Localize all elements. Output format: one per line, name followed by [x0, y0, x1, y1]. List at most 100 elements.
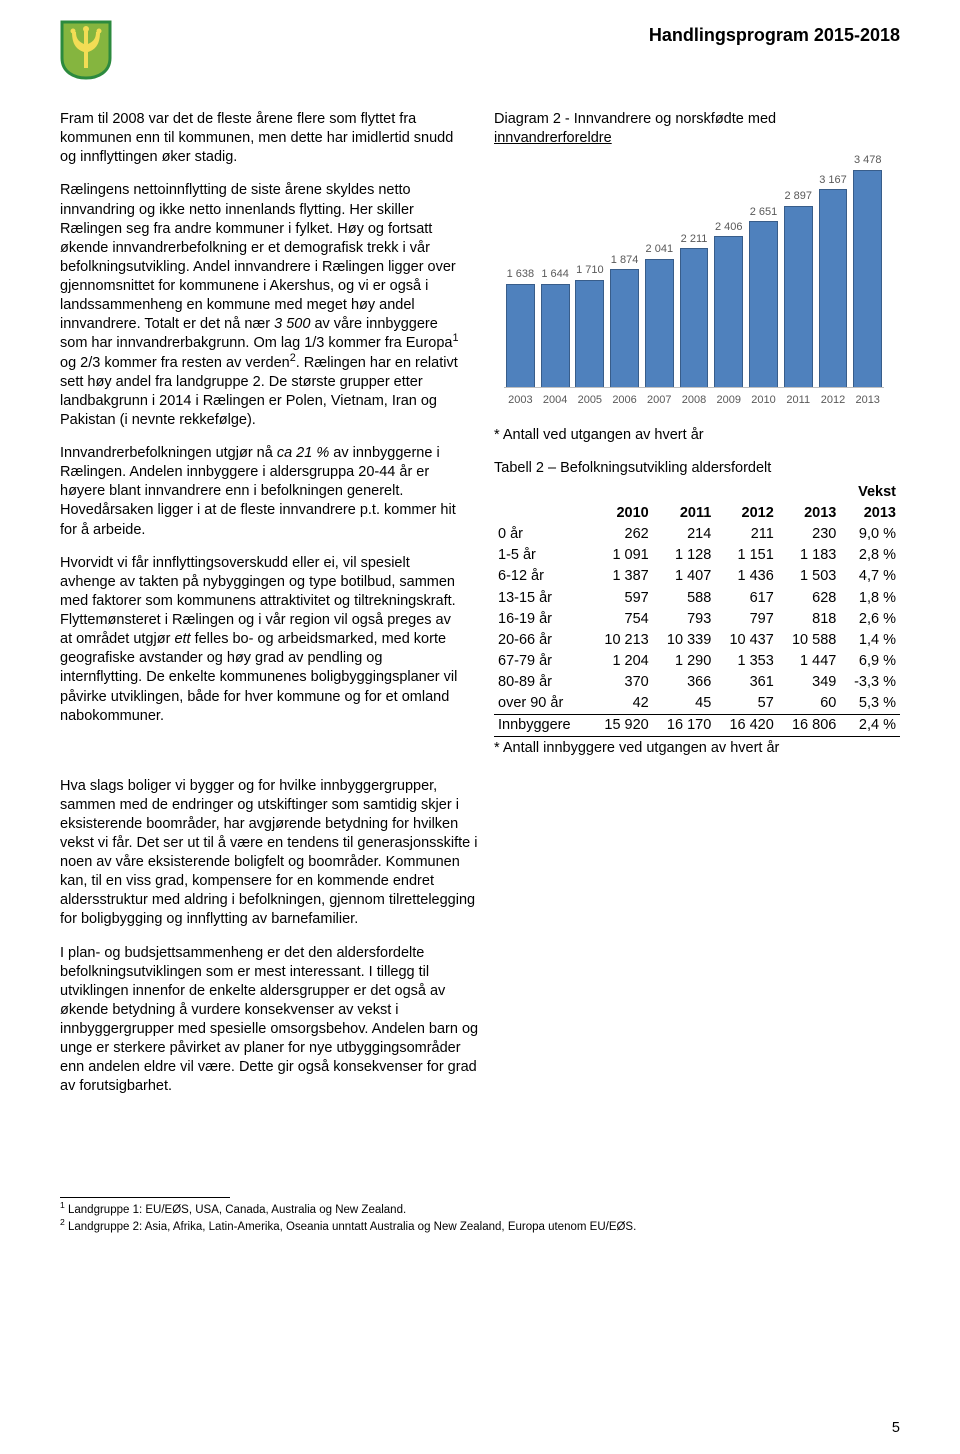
table-cell: 2,6 %	[840, 609, 900, 630]
table-cell: 10 437	[715, 630, 778, 651]
table2-column-header	[494, 503, 590, 524]
page-number: 5	[892, 1420, 900, 1436]
table2-footnote: * Antall innbyggere ved utgangen av hver…	[494, 739, 900, 758]
table-row: 1-5 år1 0911 1281 1511 1832,8 %	[494, 545, 900, 566]
table-cell: 16 170	[653, 715, 716, 737]
table-row: 13-15 år5975886176281,8 %	[494, 588, 900, 609]
table-row: 16-19 år7547937978182,6 %	[494, 609, 900, 630]
bar-value-label: 2 651	[750, 205, 778, 220]
left-column: Fram til 2008 var det de fleste årene fl…	[60, 110, 466, 740]
body-paragraph: Fram til 2008 var det de fleste årene fl…	[60, 110, 466, 167]
bar-category-label: 2004	[543, 393, 567, 408]
table-cell: 45	[653, 693, 716, 715]
body-paragraph: Hva slags boliger vi bygger og for hvilk…	[60, 777, 480, 930]
table2-title: Tabell 2 – Befolkningsutvikling aldersfo…	[494, 459, 900, 478]
lower-column: Hva slags boliger vi bygger og for hvilk…	[60, 777, 480, 1097]
table-cell: 67-79 år	[494, 651, 590, 672]
bar	[541, 284, 570, 388]
chart-footnote: * Antall ved utgangen av hvert år	[494, 426, 900, 445]
bar	[819, 189, 848, 388]
bar-chart: 1 63820031 64420041 71020051 87420062 04…	[494, 152, 894, 412]
table-cell: 16 806	[778, 715, 841, 737]
table-cell: 617	[715, 588, 778, 609]
table2-column-header: 2012	[715, 503, 778, 524]
bar-wrap: 1 7102005	[573, 152, 606, 388]
bar-wrap: 1 6382003	[504, 152, 537, 388]
table-cell: 230	[778, 524, 841, 545]
table-cell: 1 128	[653, 545, 716, 566]
table-row: 0 år2622142112309,0 %	[494, 524, 900, 545]
bar	[506, 284, 535, 388]
bar-category-label: 2007	[647, 393, 671, 408]
table-cell: 9,0 %	[840, 524, 900, 545]
table-cell: 1 503	[778, 566, 841, 587]
table-cell: 818	[778, 609, 841, 630]
two-column-layout: Fram til 2008 var det de fleste årene fl…	[60, 110, 900, 759]
bar-category-label: 2013	[855, 393, 879, 408]
table-cell: 0 år	[494, 524, 590, 545]
chart-title: Diagram 2 - Innvandrere og norskfødte me…	[494, 110, 900, 148]
bar-category-label: 2003	[508, 393, 532, 408]
bar-value-label: 2 041	[646, 242, 674, 257]
table-cell: 366	[653, 672, 716, 693]
footnote-1: 1 Landgruppe 1: EU/EØS, USA, Canada, Aus…	[60, 1203, 900, 1219]
body-paragraph: Rælingens nettoinnflytting de siste åren…	[60, 181, 466, 430]
bar	[784, 206, 813, 388]
table-cell: 361	[715, 672, 778, 693]
table-cell: 1-5 år	[494, 545, 590, 566]
table-cell: 5,3 %	[840, 693, 900, 715]
table-cell: 793	[653, 609, 716, 630]
table-cell: 214	[653, 524, 716, 545]
table-cell: 1,8 %	[840, 588, 900, 609]
bar	[714, 236, 743, 387]
table2-growth-header: Vekst	[840, 482, 900, 503]
table2: Vekst 20102011201220132013 0 år262214211…	[494, 482, 900, 738]
table-cell: 211	[715, 524, 778, 545]
table-cell: 4,7 %	[840, 566, 900, 587]
footnote-2: 2 Landgruppe 2: Asia, Afrika, Latin-Amer…	[60, 1220, 900, 1236]
bar-value-label: 2 406	[715, 220, 743, 235]
table-cell: 57	[715, 693, 778, 715]
table-row: 80-89 år370366361349-3,3 %	[494, 672, 900, 693]
table-cell: 262	[590, 524, 653, 545]
bar-value-label: 2 897	[784, 189, 812, 204]
bar-wrap: 3 4782013	[851, 152, 884, 388]
table-row: 6-12 år1 3871 4071 4361 5034,7 %	[494, 566, 900, 587]
table-cell: 1 447	[778, 651, 841, 672]
table-row: 20-66 år10 21310 33910 43710 5881,4 %	[494, 630, 900, 651]
bar-wrap: 2 6512010	[747, 152, 780, 388]
bar	[610, 269, 639, 387]
bar	[749, 221, 778, 388]
bar-category-label: 2008	[682, 393, 706, 408]
bar-wrap: 1 6442004	[539, 152, 572, 388]
footnotes-block: 1 Landgruppe 1: EU/EØS, USA, Canada, Aus…	[60, 1197, 900, 1236]
table-cell: 2,8 %	[840, 545, 900, 566]
table-cell: 588	[653, 588, 716, 609]
bar-value-label: 2 211	[681, 232, 708, 247]
table-cell: 1 204	[590, 651, 653, 672]
table-cell: 13-15 år	[494, 588, 590, 609]
table-cell: 1 290	[653, 651, 716, 672]
table-cell: 16-19 år	[494, 609, 590, 630]
table-row: 67-79 år1 2041 2901 3531 4476,9 %	[494, 651, 900, 672]
table-cell: 754	[590, 609, 653, 630]
table2-column-header: 2010	[590, 503, 653, 524]
table-cell: -3,3 %	[840, 672, 900, 693]
table-cell: 20-66 år	[494, 630, 590, 651]
table-cell: 1 387	[590, 566, 653, 587]
table-cell: 1 407	[653, 566, 716, 587]
table-cell: 6,9 %	[840, 651, 900, 672]
right-column: Diagram 2 - Innvandrere og norskfødte me…	[494, 110, 900, 759]
bar	[680, 248, 709, 387]
bar-category-label: 2009	[717, 393, 741, 408]
body-paragraph: Innvandrerbefolkningen utgjør nå ca 21 %…	[60, 444, 466, 540]
bar-category-label: 2005	[578, 393, 602, 408]
bar-category-label: 2011	[786, 393, 810, 408]
bar-value-label: 1 710	[576, 263, 604, 278]
bar-category-label: 2006	[612, 393, 636, 408]
page-header: Handlingsprogram 2015-2018	[60, 20, 900, 80]
table-cell: 60	[778, 693, 841, 715]
table-cell: 42	[590, 693, 653, 715]
table-cell: 80-89 år	[494, 672, 590, 693]
table-cell: 16 420	[715, 715, 778, 737]
